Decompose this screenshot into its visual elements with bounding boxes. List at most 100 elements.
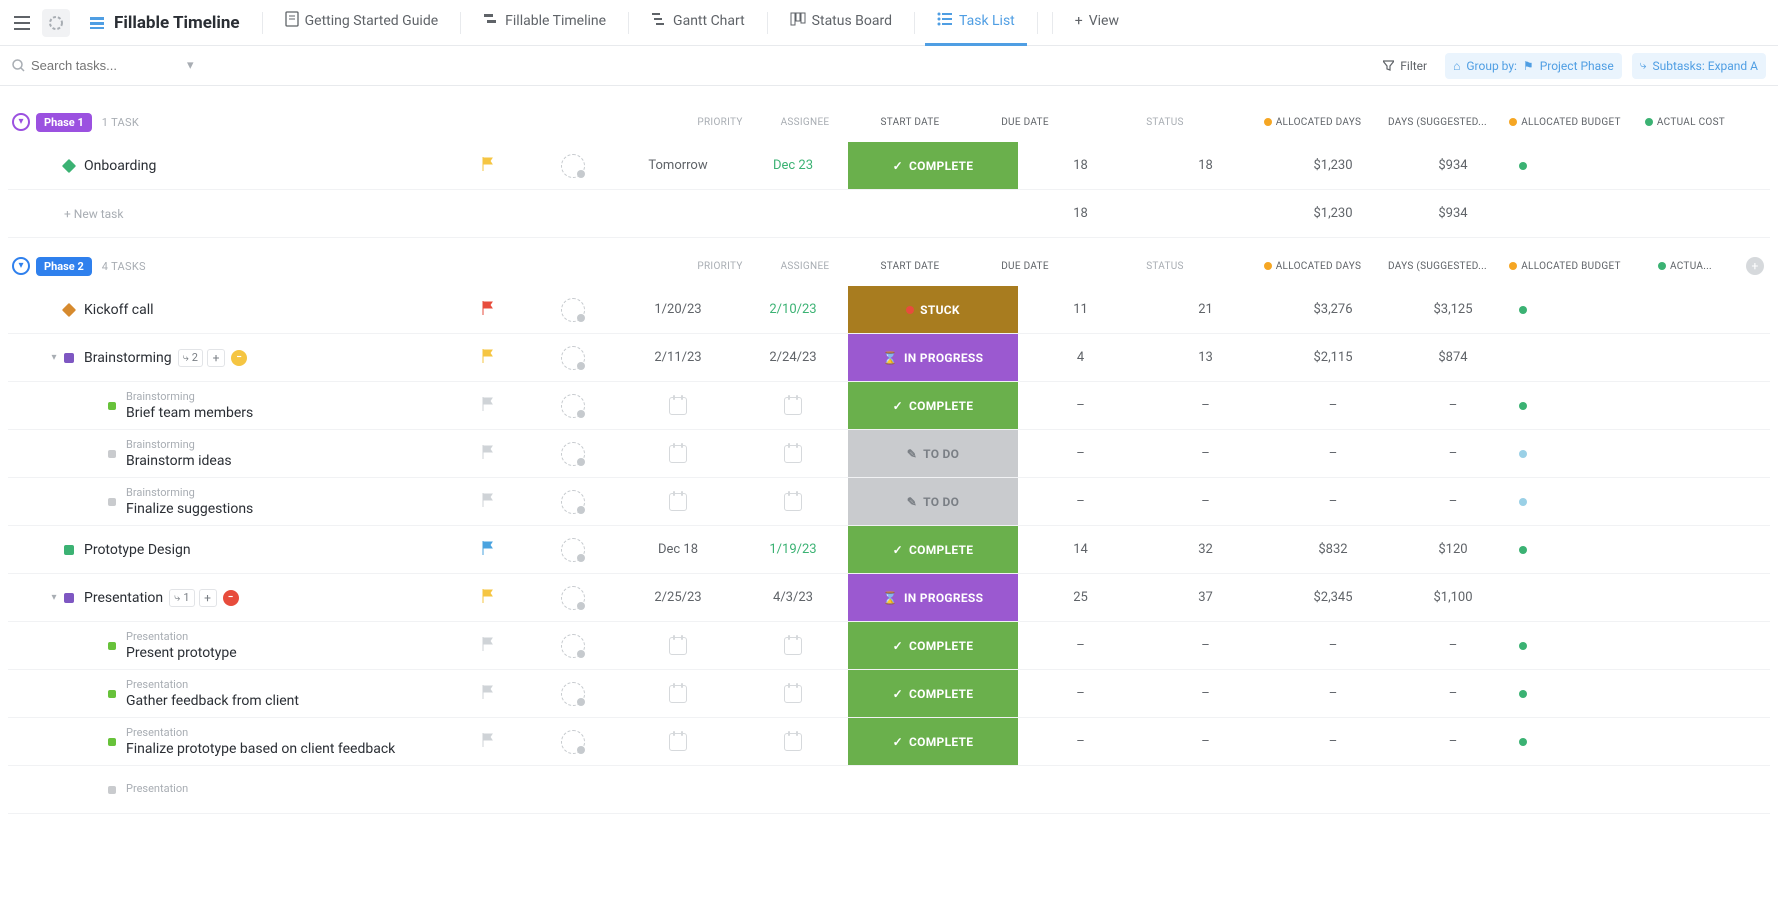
task-name[interactable]: Gather feedback from client [126,693,299,709]
status-complete[interactable]: ✓COMPLETE [848,622,1018,669]
due-date-cell[interactable] [738,478,848,525]
due-date-cell[interactable]: 4/3/23 [738,574,848,621]
assignee-cell[interactable] [528,142,618,189]
priority-cell[interactable] [448,142,528,189]
start-date-cell[interactable] [618,670,738,717]
subtask-row[interactable]: Brainstorming Brief team members ✓COMPLE… [8,382,1770,430]
chevron-down-icon[interactable]: ▾ [187,58,194,73]
expand-toggle[interactable]: ▾ [44,592,64,603]
status-complete[interactable]: ✓COMPLETE [848,526,1018,573]
allocated-days-cell[interactable]: – [1018,430,1143,477]
priority-cell[interactable] [448,382,528,429]
col-status[interactable]: STATUS [1080,261,1250,272]
search-box[interactable]: ▾ [12,58,232,73]
add-view-button[interactable]: + View [1063,0,1131,46]
assignee-cell[interactable] [528,526,618,573]
search-input[interactable] [31,58,181,73]
days-suggested-cell[interactable]: 18 [1143,142,1268,189]
priority-cell[interactable] [448,334,528,381]
allocated-days-cell[interactable]: – [1018,382,1143,429]
start-date-cell[interactable] [618,718,738,765]
col-start-date[interactable]: START DATE [850,261,970,272]
allocated-budget-cell[interactable]: – [1268,670,1398,717]
days-suggested-cell[interactable]: 37 [1143,574,1268,621]
actual-cost-cell[interactable]: $874 [1398,334,1508,381]
assignee-cell[interactable] [528,430,618,477]
days-suggested-cell[interactable]: – [1143,382,1268,429]
due-date-cell[interactable] [738,622,848,669]
assignee-cell[interactable] [528,718,618,765]
priority-cell[interactable] [448,670,528,717]
days-suggested-cell[interactable]: – [1143,430,1268,477]
subtask-row[interactable]: Presentation Gather feedback from client… [8,670,1770,718]
col-allocated-days[interactable]: ALLOCATED DAYS [1250,261,1375,272]
actual-cost-cell[interactable]: – [1398,430,1508,477]
col-days-suggested[interactable]: DAYS (SUGGESTED... [1375,261,1500,272]
days-suggested-cell[interactable]: – [1143,622,1268,669]
actual-cost-cell[interactable]: $3,125 [1398,286,1508,333]
task-row[interactable]: Kickoff call 1/20/23 2/10/23 STUCK 11 21… [8,286,1770,334]
col-allocated-budget[interactable]: ALLOCATED BUDGET [1500,261,1630,272]
assignee-cell[interactable] [528,478,618,525]
subtask-row[interactable]: Brainstorming Finalize suggestions ✎TO D… [8,478,1770,526]
assignee-cell[interactable] [528,334,618,381]
allocated-budget-cell[interactable]: $1,230 [1268,142,1398,189]
tab-task-list[interactable]: Task List [925,0,1027,46]
group-by-button[interactable]: ⌂ Group by: ⚑ Project Phase [1445,53,1622,79]
due-date-cell[interactable] [738,718,848,765]
task-row[interactable]: Onboarding Tomorrow Dec 23 ✓COMPLETE 18 … [8,142,1770,190]
allocated-budget-cell[interactable]: $832 [1268,526,1398,573]
task-state-icon[interactable]: − [231,350,247,366]
status-complete[interactable]: ✓COMPLETE [848,142,1018,189]
days-suggested-cell[interactable]: 32 [1143,526,1268,573]
col-due-date[interactable]: DUE DATE [970,117,1080,128]
actual-cost-cell[interactable]: – [1398,478,1508,525]
subtask-count-badge[interactable]: ⤷1 [169,589,194,607]
subtask-count-badge[interactable]: ⤷2 [178,349,203,367]
status-complete[interactable]: ✓COMPLETE [848,670,1018,717]
allocated-days-cell[interactable]: – [1018,670,1143,717]
actual-cost-cell[interactable]: – [1398,718,1508,765]
status-stuck[interactable]: STUCK [848,286,1018,333]
priority-cell[interactable] [448,718,528,765]
task-row[interactable]: ▾ Presentation ⤷1+− 2/25/23 4/3/23 ⌛IN P… [8,574,1770,622]
assignee-cell[interactable] [528,670,618,717]
col-start-date[interactable]: START DATE [850,117,970,128]
status-progress[interactable]: ⌛IN PROGRESS [848,574,1018,621]
allocated-days-cell[interactable]: – [1018,622,1143,669]
start-date-cell[interactable] [618,430,738,477]
allocated-days-cell[interactable]: 4 [1018,334,1143,381]
col-allocated-budget[interactable]: ALLOCATED BUDGET [1500,117,1630,128]
expand-toggle[interactable]: ▾ [44,352,64,363]
due-date-cell[interactable]: Dec 23 [738,142,848,189]
priority-cell[interactable] [448,574,528,621]
allocated-days-cell[interactable]: – [1018,718,1143,765]
start-date-cell[interactable] [618,382,738,429]
allocated-days-cell[interactable]: – [1018,478,1143,525]
task-name[interactable]: Brainstorming [84,350,172,366]
due-date-cell[interactable]: 2/10/23 [738,286,848,333]
allocated-budget-cell[interactable]: $2,115 [1268,334,1398,381]
task-state-icon[interactable]: − [223,590,239,606]
status-todo[interactable]: ✎TO DO [848,478,1018,525]
subtasks-button[interactable]: ⤷ Subtasks: Expand A [1632,53,1766,79]
start-date-cell[interactable] [618,622,738,669]
task-name[interactable]: Finalize suggestions [126,501,253,517]
phase-badge[interactable]: Phase 1 [36,113,92,132]
col-priority[interactable]: PRIORITY [680,261,760,272]
priority-cell[interactable] [448,430,528,477]
due-date-cell[interactable] [738,670,848,717]
filter-button[interactable]: Filter [1375,53,1435,79]
subtask-row[interactable]: Presentation Finalize prototype based on… [8,718,1770,766]
task-name[interactable]: Brainstorm ideas [126,453,232,469]
status-progress[interactable]: ⌛IN PROGRESS [848,334,1018,381]
task-name[interactable]: Kickoff call [84,302,154,318]
start-date-cell[interactable]: Dec 18 [618,526,738,573]
task-name[interactable]: Onboarding [84,158,156,174]
phase-badge[interactable]: Phase 2 [36,257,92,276]
allocated-days-cell[interactable]: 18 [1018,142,1143,189]
allocated-budget-cell[interactable]: – [1268,430,1398,477]
priority-cell[interactable] [448,526,528,573]
actual-cost-cell[interactable]: – [1398,670,1508,717]
task-name[interactable]: Prototype Design [84,542,191,558]
